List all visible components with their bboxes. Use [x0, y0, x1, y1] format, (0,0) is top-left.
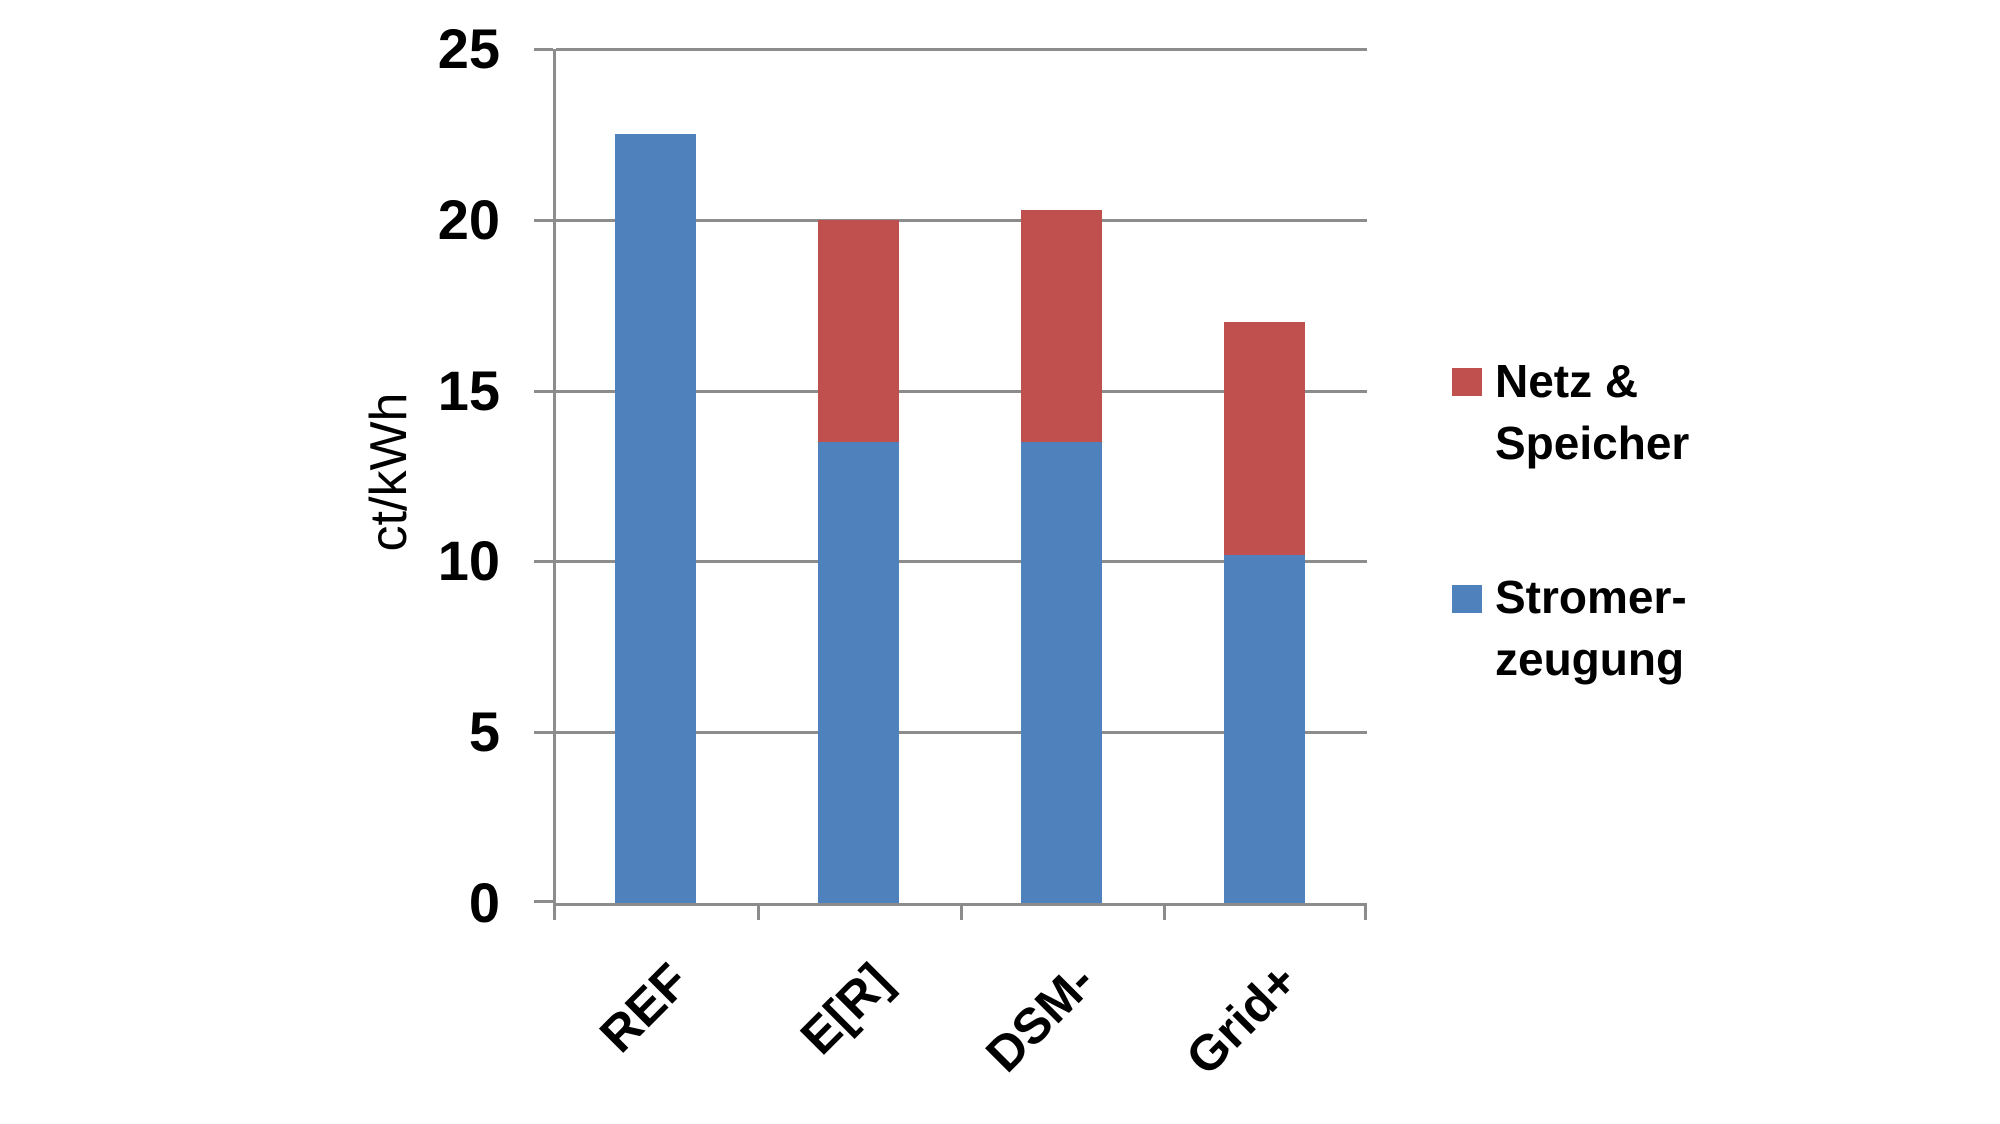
x-tickmark-1: [553, 903, 556, 920]
stromerzeugung-swatch-icon: [1452, 585, 1482, 613]
x-label-er: E[R]: [790, 952, 903, 1065]
bar-ref: [615, 134, 696, 903]
x-tickmark-4: [1163, 903, 1166, 920]
y-tickmark-10: [534, 560, 553, 563]
bar-dsm-netz-speicher: [1021, 209, 1102, 442]
y-tickmark-20: [534, 219, 553, 222]
legend-stromer-line1: Stromer-: [1495, 571, 1687, 623]
gridline-5: [556, 731, 1367, 734]
y-tickmark-0: [534, 900, 553, 903]
y-tick-label-15: 15: [437, 359, 500, 422]
x-tickmark-5: [1364, 903, 1367, 920]
y-tick-label-10: 10: [437, 529, 500, 592]
bar-grid: [1224, 322, 1305, 903]
x-label-dsm: DSM-: [975, 952, 1106, 1083]
bar-ref-stromerzeugung: [615, 134, 696, 903]
y-tick-label-20: 20: [437, 188, 500, 251]
bar-dsm-stromerzeugung: [1021, 441, 1102, 903]
gridline-15: [556, 390, 1367, 393]
y-tick-label-25: 25: [437, 17, 500, 80]
bar-er-stromerzeugung: [818, 441, 899, 903]
legend-label-netz-speicher: Netz & Speicher: [1495, 350, 1689, 474]
gridline-20: [556, 219, 1367, 222]
bar-grid-stromerzeugung: [1224, 554, 1305, 903]
x-label-grid: Grid+: [1175, 952, 1309, 1086]
y-tick-label-5: 5: [468, 700, 500, 763]
legend-netz-line2: Speicher: [1495, 417, 1690, 469]
legend-netz-line1: Netz &: [1495, 355, 1639, 407]
gridline-25: [556, 48, 1367, 51]
x-tickmark-2: [757, 903, 760, 920]
bar-grid-netz-speicher: [1224, 322, 1305, 555]
y-tickmark-15: [534, 390, 553, 393]
x-label-ref: REF: [588, 952, 700, 1064]
y-tick-label-0: 0: [468, 871, 500, 934]
legend-stromer-line2: zeugung: [1495, 633, 1685, 685]
netz-speicher-swatch-icon: [1452, 368, 1482, 396]
x-tickmark-3: [960, 903, 963, 920]
plot-area: [534, 48, 1367, 920]
bar-dsm: [1021, 209, 1102, 903]
y-tickmark-25: [534, 48, 553, 51]
gridline-10: [556, 560, 1367, 563]
bar-er: [818, 219, 899, 903]
y-tickmark-5: [534, 731, 553, 734]
legend-label-stromerzeugung: Stromer- zeugung: [1495, 566, 1687, 690]
bar-er-netz-speicher: [818, 219, 899, 442]
